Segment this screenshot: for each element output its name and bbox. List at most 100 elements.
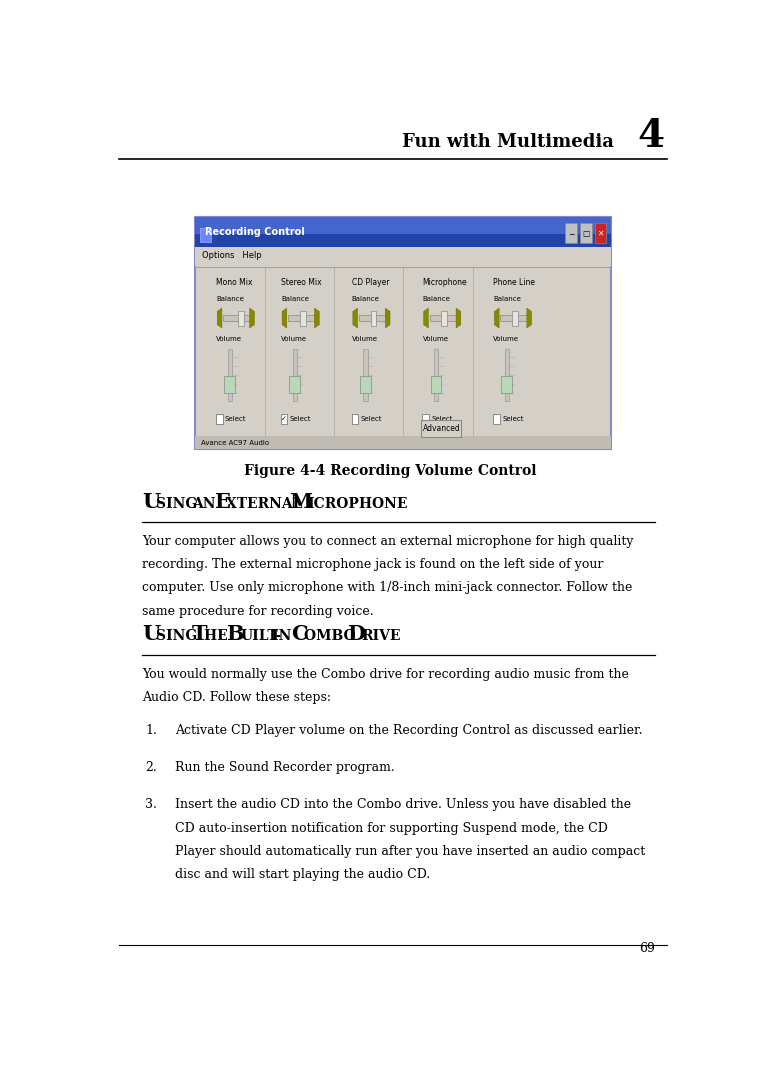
Text: disc and will start playing the audio CD.: disc and will start playing the audio CD… bbox=[175, 869, 430, 882]
Polygon shape bbox=[456, 309, 461, 328]
Text: 2.: 2. bbox=[145, 761, 157, 774]
Bar bbox=[300, 311, 306, 326]
Bar bbox=[441, 311, 447, 326]
Bar bbox=[358, 315, 387, 322]
Polygon shape bbox=[527, 309, 531, 328]
Text: OMBO: OMBO bbox=[304, 629, 360, 643]
Text: Player should automatically run after you have inserted an audio compact: Player should automatically run after yo… bbox=[175, 845, 645, 858]
Bar bbox=[429, 315, 458, 322]
Bar bbox=[216, 414, 222, 424]
Bar bbox=[238, 311, 244, 326]
Bar bbox=[196, 217, 611, 247]
Bar bbox=[422, 420, 461, 437]
Text: 4: 4 bbox=[637, 118, 664, 155]
Text: Phone Line: Phone Line bbox=[493, 278, 535, 287]
Bar bbox=[224, 377, 235, 393]
Text: SING: SING bbox=[157, 629, 202, 643]
Text: Figure 4-4 Recording Volume Control: Figure 4-4 Recording Volume Control bbox=[244, 464, 537, 478]
Text: UILT-: UILT- bbox=[240, 629, 282, 643]
Polygon shape bbox=[385, 309, 390, 328]
Text: D: D bbox=[348, 625, 365, 644]
Text: C: C bbox=[291, 625, 307, 644]
Bar bbox=[364, 349, 368, 401]
Text: Insert the audio CD into the Combo drive. Unless you have disabled the: Insert the audio CD into the Combo drive… bbox=[175, 798, 631, 811]
Bar bbox=[228, 349, 232, 401]
Text: HE: HE bbox=[204, 629, 233, 643]
Polygon shape bbox=[217, 309, 222, 328]
Polygon shape bbox=[314, 309, 320, 328]
Text: U: U bbox=[142, 492, 161, 511]
Bar bbox=[493, 414, 500, 424]
Text: SING: SING bbox=[157, 496, 202, 510]
Text: Volume: Volume bbox=[216, 336, 242, 342]
Text: ✓: ✓ bbox=[282, 415, 287, 422]
Text: T: T bbox=[193, 625, 208, 644]
Text: 1.: 1. bbox=[145, 724, 157, 737]
Bar bbox=[352, 414, 358, 424]
Bar bbox=[223, 315, 251, 322]
Text: XTERNAL: XTERNAL bbox=[227, 496, 307, 510]
Bar bbox=[196, 217, 611, 449]
Bar bbox=[293, 349, 297, 401]
Text: Balance: Balance bbox=[493, 296, 521, 302]
Bar bbox=[371, 311, 377, 326]
Text: ICROPHONE: ICROPHONE bbox=[307, 496, 408, 510]
Text: Volume: Volume bbox=[281, 336, 307, 342]
Text: recording. The external microphone jack is found on the left side of your: recording. The external microphone jack … bbox=[142, 558, 603, 571]
Bar bbox=[200, 228, 211, 243]
Bar bbox=[288, 315, 317, 322]
Text: Audio CD. Follow these steps:: Audio CD. Follow these steps: bbox=[142, 692, 331, 705]
Text: Run the Sound Recorder program.: Run the Sound Recorder program. bbox=[175, 761, 394, 774]
Text: Activate CD Player volume on the Recording Control as discussed earlier.: Activate CD Player volume on the Recordi… bbox=[175, 724, 642, 737]
Text: Select: Select bbox=[431, 415, 453, 422]
Text: Advanced: Advanced bbox=[422, 424, 460, 433]
Text: Mono Mix: Mono Mix bbox=[216, 278, 253, 287]
Text: □: □ bbox=[582, 229, 590, 237]
Bar bbox=[196, 217, 611, 234]
Polygon shape bbox=[353, 309, 358, 328]
Bar bbox=[289, 377, 300, 393]
Text: M: M bbox=[289, 492, 313, 511]
Bar bbox=[360, 377, 371, 393]
Text: CD auto-insertion notification for supporting Suspend mode, the CD: CD auto-insertion notification for suppo… bbox=[175, 821, 607, 834]
Bar bbox=[501, 377, 512, 393]
Polygon shape bbox=[495, 309, 499, 328]
Text: Select: Select bbox=[361, 415, 382, 422]
Text: Select: Select bbox=[225, 415, 247, 422]
Text: Volume: Volume bbox=[422, 336, 448, 342]
Text: AN: AN bbox=[193, 496, 221, 510]
Text: RIVE: RIVE bbox=[361, 629, 401, 643]
Text: 69: 69 bbox=[639, 942, 655, 955]
Polygon shape bbox=[250, 309, 254, 328]
Text: Avance AC97 Audio: Avance AC97 Audio bbox=[201, 440, 269, 446]
Text: Stereo Mix: Stereo Mix bbox=[281, 278, 322, 287]
Text: Volume: Volume bbox=[493, 336, 519, 342]
Text: Balance: Balance bbox=[422, 296, 451, 302]
Bar bbox=[580, 222, 592, 243]
Text: Microphone: Microphone bbox=[422, 278, 467, 287]
Text: B: B bbox=[227, 625, 244, 644]
Polygon shape bbox=[282, 309, 287, 328]
Text: Select: Select bbox=[290, 415, 311, 422]
Text: E: E bbox=[214, 492, 230, 511]
Text: ─: ─ bbox=[568, 229, 573, 237]
Bar bbox=[431, 377, 441, 393]
Text: CD Player: CD Player bbox=[352, 278, 389, 287]
Text: Fun with Multimedia: Fun with Multimedia bbox=[403, 133, 614, 151]
Text: Your computer allows you to connect an external microphone for high quality: Your computer allows you to connect an e… bbox=[142, 535, 634, 548]
Bar bbox=[565, 222, 577, 243]
Text: IN: IN bbox=[272, 629, 296, 643]
Text: Select: Select bbox=[502, 415, 524, 422]
Text: Options   Help: Options Help bbox=[202, 251, 263, 260]
Text: ✕: ✕ bbox=[597, 229, 603, 237]
Text: same procedure for recording voice.: same procedure for recording voice. bbox=[142, 604, 374, 617]
Bar bbox=[435, 349, 438, 401]
Bar bbox=[196, 247, 611, 265]
Bar bbox=[512, 311, 518, 326]
Bar bbox=[281, 414, 288, 424]
Text: U: U bbox=[142, 625, 161, 644]
Text: Recording Control: Recording Control bbox=[205, 227, 305, 237]
Text: computer. Use only microphone with 1/8-inch mini-jack connector. Follow the: computer. Use only microphone with 1/8-i… bbox=[142, 582, 632, 595]
Bar bbox=[196, 436, 611, 449]
Text: Balance: Balance bbox=[281, 296, 309, 302]
